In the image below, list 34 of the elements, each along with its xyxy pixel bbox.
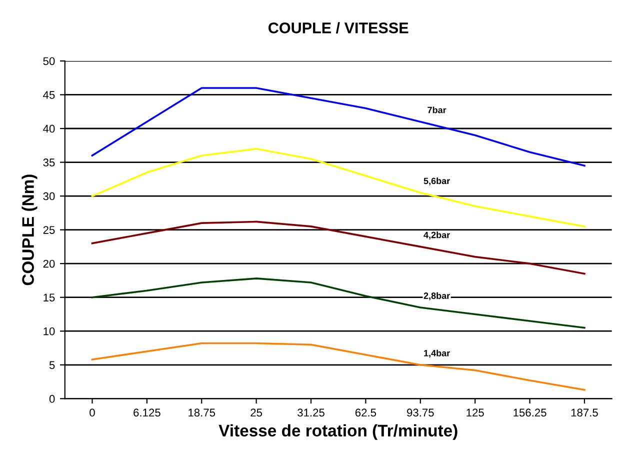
series-label: 2,8bar: [424, 292, 450, 300]
x-tick-label: 187.5: [571, 408, 598, 417]
line-series: [91, 148, 586, 228]
y-tick-label: 5: [49, 361, 55, 370]
y-tick-label: 50: [43, 57, 55, 66]
y-tick-label: 15: [44, 294, 55, 302]
x-tick-label: 31.25: [298, 408, 324, 417]
x-axis-title: Vitesse de rotation (Tr/minute): [218, 424, 458, 440]
line-series: [91, 342, 586, 391]
x-tick-label: 0: [90, 408, 95, 417]
y-tick-label: 30: [43, 192, 55, 200]
y-tick-label: 20: [43, 260, 55, 268]
series-label: 7bar: [428, 106, 446, 114]
x-tick-label: 93.75: [407, 408, 434, 417]
x-tick-label: 18.75: [188, 408, 216, 417]
line-series: [91, 220, 586, 275]
chart-title: COUPLE / VITESSE: [268, 22, 408, 34]
y-tick-label: 35: [43, 158, 55, 166]
line-series: [91, 87, 586, 167]
y-tick-label: 45: [43, 91, 55, 99]
y-tick-label: 0: [49, 394, 55, 403]
x-tick-label: 62.5: [355, 408, 376, 417]
x-tick-label: 125: [466, 408, 484, 417]
y-axis-title: COUPLE (Nm): [22, 174, 38, 286]
series-label: 5,6bar: [424, 177, 450, 186]
series-label: 4,2bar: [424, 232, 450, 240]
line-series: [91, 278, 586, 329]
y-tick-label: 10: [44, 327, 55, 336]
series-label: 1,4bar: [424, 350, 450, 358]
y-tick-label: 40: [43, 124, 55, 133]
y-tick-label: 25: [43, 226, 55, 234]
x-tick-label: 156.25: [514, 408, 546, 417]
x-tick-label: 6.125: [134, 408, 160, 417]
x-tick-label: 25: [250, 408, 262, 417]
